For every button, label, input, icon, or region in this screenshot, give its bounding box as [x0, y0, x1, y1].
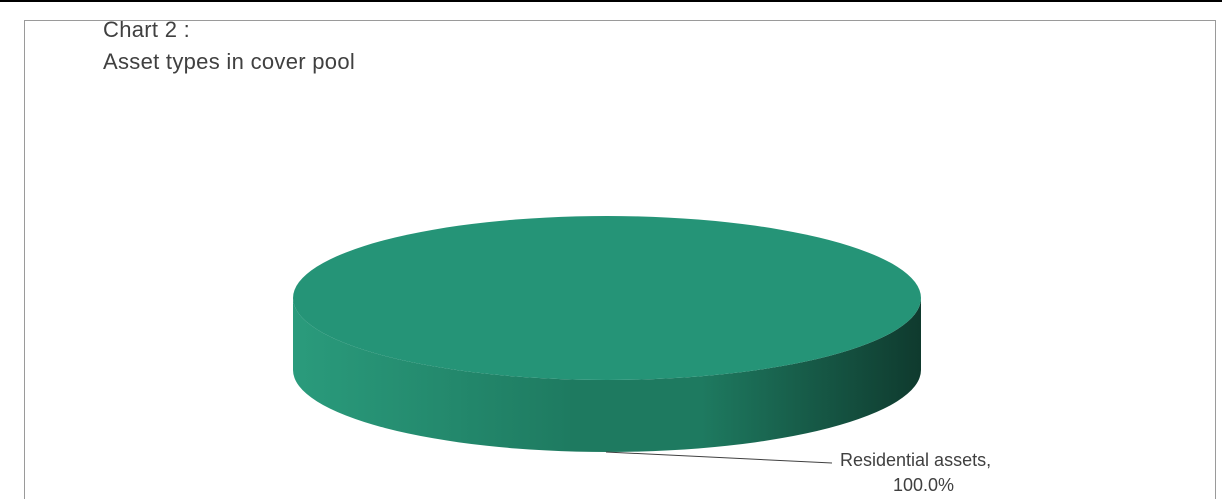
- chart-title: Chart 2 : Asset types in cover pool: [103, 14, 355, 78]
- pie-slices: [293, 216, 921, 452]
- slice-label-line-2: 100.0%: [893, 475, 954, 495]
- slice-label-line-1: Residential assets,: [840, 450, 991, 470]
- pie-slice-residential-assets: [293, 216, 921, 380]
- chart-title-line-1: Chart 2 :: [103, 17, 191, 42]
- slice-leader-line: [605, 451, 833, 464]
- pie-slice-side-residential-assets: [293, 298, 921, 452]
- chart-title-line-2: Asset types in cover pool: [103, 49, 356, 74]
- top-rule: [0, 0, 1222, 2]
